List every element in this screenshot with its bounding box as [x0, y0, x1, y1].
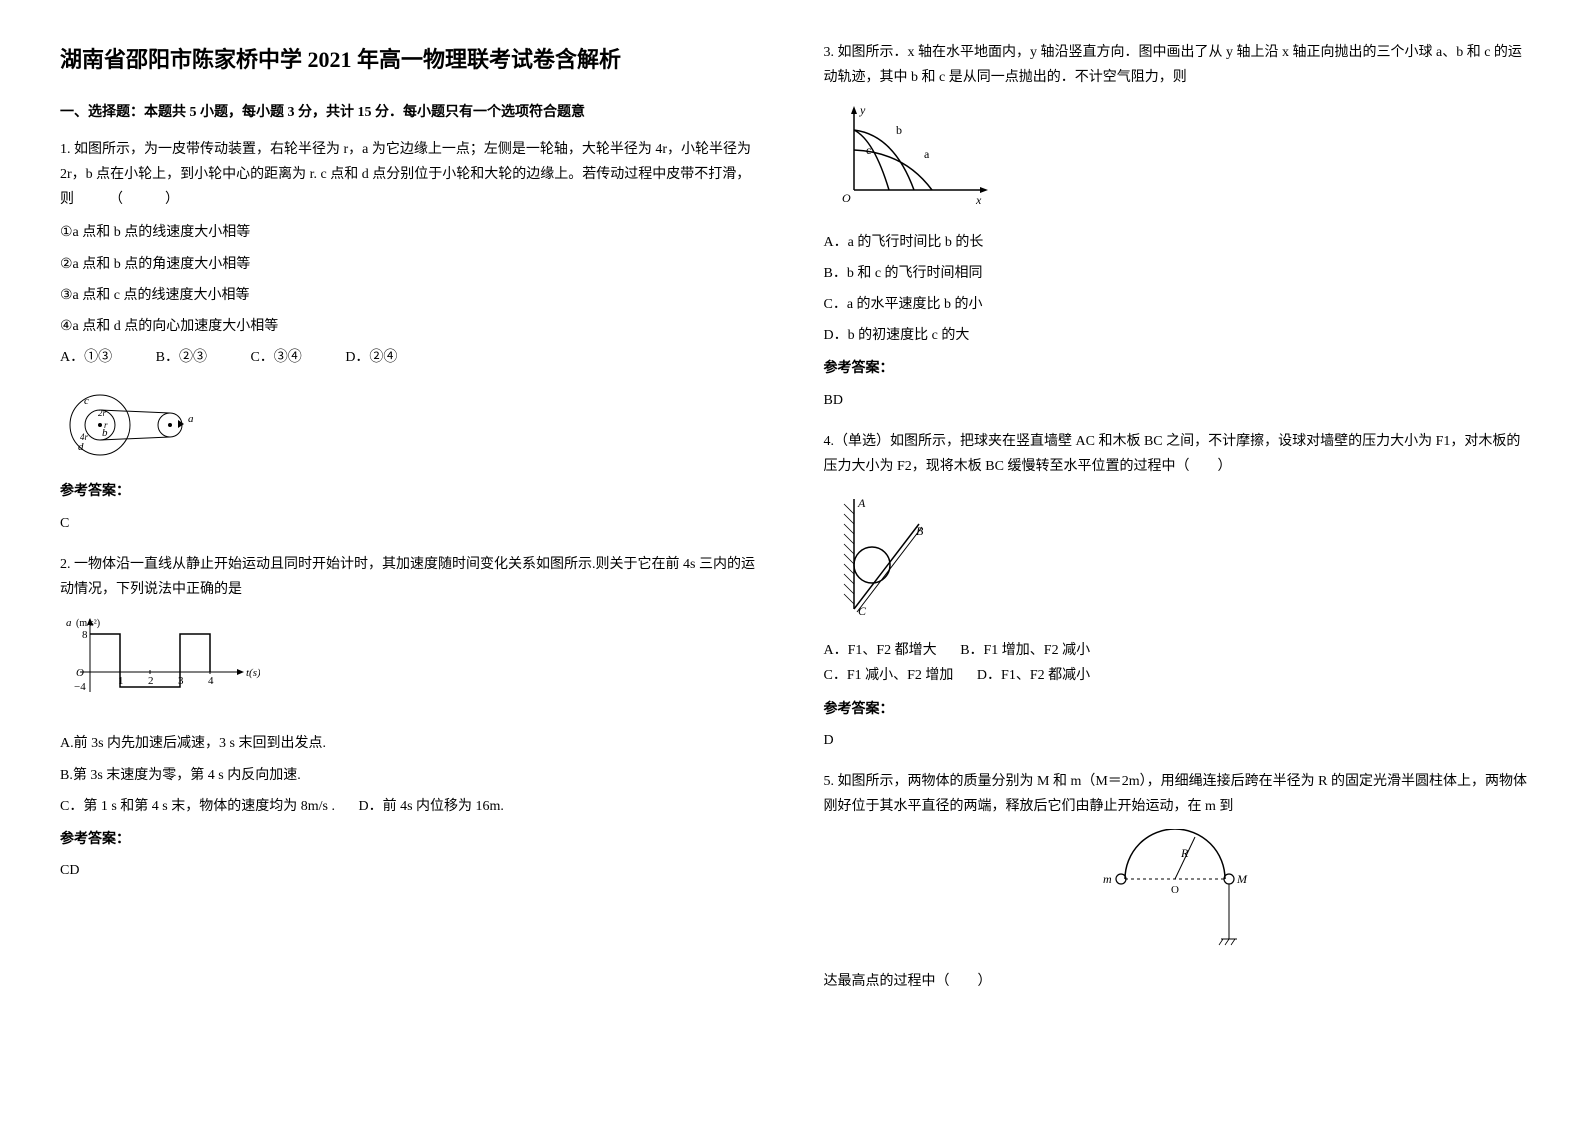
q4-answer-label: 参考答案：: [824, 697, 1528, 722]
svg-text:R: R: [1180, 846, 1189, 860]
question-1: 1. 如图所示，为一皮带传动装置，右轮半径为 r，a 为它边缘上一点；左侧是一轮…: [60, 137, 764, 536]
question-5: 5. 如图所示，两物体的质量分别为 M 和 m（M＝2m），用细绳连接后跨在半径…: [824, 769, 1528, 994]
q1-optA: A．①③: [60, 350, 112, 365]
svg-text:3: 3: [178, 675, 184, 687]
section-header: 一、选择题：本题共 5 小题，每小题 3 分，共计 15 分．每小题只有一个选项…: [60, 100, 764, 125]
q4-options-row1: A．F1、F2 都增大 B．F1 增加、F2 减小: [824, 638, 1528, 663]
q4-options-row2: C．F1 减小、F2 增加 D．F1、F2 都减小: [824, 663, 1528, 688]
svg-text:O: O: [842, 191, 851, 205]
q5-stem-part2: 达最高点的过程中（ ）: [824, 969, 1528, 994]
q1-diagram: a b c d 2r r 4r: [60, 380, 764, 469]
q3-optD: D．b 的初速度比 c 的大: [824, 323, 1528, 348]
svg-text:c: c: [866, 143, 871, 157]
svg-text:a: a: [924, 147, 930, 161]
svg-text:b: b: [896, 123, 902, 137]
q2-answer-label: 参考答案：: [60, 827, 764, 852]
q3-stem: 3. 如图所示．x 轴在水平地面内，y 轴沿竖直方向．图中画出了从 y 轴上沿 …: [824, 40, 1528, 90]
q1-sub2: ②a 点和 b 点的角速度大小相等: [60, 252, 764, 277]
q3-optC: C．a 的水平速度比 b 的小: [824, 292, 1528, 317]
q1-answer-label: 参考答案：: [60, 479, 764, 504]
q1-stem: 1. 如图所示，为一皮带传动装置，右轮半径为 r，a 为它边缘上一点；左侧是一轮…: [60, 137, 764, 213]
svg-text:(m/s²): (m/s²): [76, 618, 100, 629]
q5-diagram: O R m M: [824, 829, 1528, 958]
q1-sub1: ①a 点和 b 点的线速度大小相等: [60, 220, 764, 245]
q4-optA: A．F1、F2 都增大: [824, 643, 937, 658]
q2-optD: D．前 4s 内位移为 16m.: [358, 799, 503, 814]
document-title: 湖南省邵阳市陈家桥中学 2021 年高一物理联考试卷含解析: [60, 40, 764, 80]
q4-answer: D: [824, 728, 1528, 753]
q2-optC: C．第 1 s 和第 4 s 末，物体的速度均为 8m/s .: [60, 799, 335, 814]
svg-text:4: 4: [208, 675, 214, 687]
q4-diagram: A B C: [824, 489, 1528, 628]
svg-text:d: d: [78, 441, 84, 453]
svg-text:O: O: [76, 667, 84, 679]
q2-optB: B.第 3s 末速度为零，第 4 s 内反向加速.: [60, 763, 764, 788]
q2-optCD-line: C．第 1 s 和第 4 s 末，物体的速度均为 8m/s . D．前 4s 内…: [60, 794, 764, 819]
svg-text:c: c: [84, 395, 89, 407]
q1-sub3: ③a 点和 c 点的线速度大小相等: [60, 283, 764, 308]
svg-text:r: r: [104, 420, 108, 430]
svg-text:m: m: [1103, 872, 1112, 886]
q3-answer: BD: [824, 388, 1528, 413]
right-column: 3. 如图所示．x 轴在水平地面内，y 轴沿竖直方向．图中画出了从 y 轴上沿 …: [824, 40, 1528, 1010]
acceleration-chart-icon: a (m/s²) 8 O −4 t(s) 1 2 3 4: [60, 612, 260, 712]
svg-text:8: 8: [82, 629, 88, 641]
svg-text:A: A: [857, 496, 866, 510]
ball-wall-diagram-icon: A B C: [824, 489, 944, 619]
q1-options: A．①③ B．②③ C．③④ D．②④: [60, 345, 764, 370]
svg-text:M: M: [1236, 872, 1248, 886]
question-4: 4.（单选）如图所示，把球夹在竖直墙壁 AC 和木板 BC 之间，不计摩擦，设球…: [824, 429, 1528, 753]
svg-text:2r: 2r: [98, 408, 107, 418]
q3-optB: B．b 和 c 的飞行时间相同: [824, 261, 1528, 286]
svg-text:C: C: [858, 604, 867, 618]
q1-optB: B．②③: [156, 350, 207, 365]
svg-text:y: y: [859, 103, 866, 117]
question-3: 3. 如图所示．x 轴在水平地面内，y 轴沿竖直方向．图中画出了从 y 轴上沿 …: [824, 40, 1528, 413]
q4-optD: D．F1、F2 都减小: [977, 668, 1090, 683]
q2-optA: A.前 3s 内先加速后减速，3 s 末回到出发点.: [60, 731, 764, 756]
q1-sub4: ④a 点和 d 点的向心加速度大小相等: [60, 314, 764, 339]
semicylinder-diagram-icon: O R m M: [1085, 829, 1265, 949]
svg-text:2: 2: [148, 675, 154, 687]
q1-optC: C．③④: [250, 350, 301, 365]
q3-answer-label: 参考答案：: [824, 356, 1528, 381]
svg-text:a: a: [66, 617, 72, 629]
projectile-diagram-icon: y x O a b c: [824, 100, 1004, 210]
q1-optD: D．②④: [345, 350, 397, 365]
svg-text:a: a: [188, 413, 194, 425]
svg-text:x: x: [975, 193, 982, 207]
q4-optB: B．F1 增加、F2 减小: [960, 643, 1090, 658]
svg-text:B: B: [916, 524, 924, 538]
left-column: 湖南省邵阳市陈家桥中学 2021 年高一物理联考试卷含解析 一、选择题：本题共 …: [60, 40, 764, 1010]
svg-text:t(s): t(s): [246, 667, 260, 679]
q4-stem: 4.（单选）如图所示，把球夹在竖直墙壁 AC 和木板 BC 之间，不计摩擦，设球…: [824, 429, 1528, 479]
svg-text:O: O: [1171, 884, 1179, 896]
q5-stem-part1: 5. 如图所示，两物体的质量分别为 M 和 m（M＝2m），用细绳连接后跨在半径…: [824, 769, 1528, 819]
question-2: 2. 一物体沿一直线从静止开始运动且同时开始计时，其加速度随时间变化关系如图所示…: [60, 552, 764, 884]
svg-text:−4: −4: [74, 681, 86, 693]
q2-answer: CD: [60, 858, 764, 883]
svg-text:4r: 4r: [80, 432, 89, 442]
page-container: 湖南省邵阳市陈家桥中学 2021 年高一物理联考试卷含解析 一、选择题：本题共 …: [60, 40, 1527, 1010]
q3-diagram: y x O a b c: [824, 100, 1528, 219]
q3-optA: A．a 的飞行时间比 b 的长: [824, 230, 1528, 255]
q2-chart: a (m/s²) 8 O −4 t(s) 1 2 3 4: [60, 612, 764, 721]
q1-answer: C: [60, 511, 764, 536]
q4-optC: C．F1 减小、F2 增加: [824, 668, 954, 683]
pulley-diagram-icon: a b c d 2r r 4r: [60, 380, 220, 460]
q2-stem: 2. 一物体沿一直线从静止开始运动且同时开始计时，其加速度随时间变化关系如图所示…: [60, 552, 764, 602]
